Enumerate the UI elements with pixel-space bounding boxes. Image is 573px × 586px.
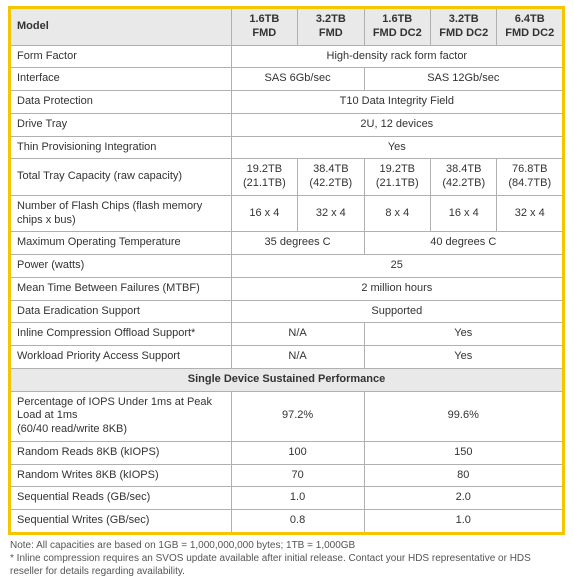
row-label: Data Protection xyxy=(10,91,232,114)
table-row: Total Tray Capacity (raw capacity)19.2TB… xyxy=(10,159,564,196)
row-label: Maximum Operating Temperature xyxy=(10,232,232,255)
row-label: Drive Tray xyxy=(10,113,232,136)
row-label: Total Tray Capacity (raw capacity) xyxy=(10,159,232,196)
table-row: Form FactorHigh-density rack form factor xyxy=(10,45,564,68)
cell: 80 xyxy=(364,464,563,487)
cell: 38.4TB(42.2TB) xyxy=(298,159,364,196)
cell: 2.0 xyxy=(364,487,563,510)
cell: Yes xyxy=(364,323,563,346)
cell: 150 xyxy=(364,441,563,464)
row-label: Mean Time Between Failures (MTBF) xyxy=(10,277,232,300)
row-label: Interface xyxy=(10,68,232,91)
cell: 99.6% xyxy=(364,391,563,441)
header-col: 1.6TBFMD DC2 xyxy=(364,8,430,46)
table-row: Maximum Operating Temperature35 degrees … xyxy=(10,232,564,255)
section-row: Single Device Sustained Performance xyxy=(10,368,564,391)
row-label: Random Writes 8KB (kIOPS) xyxy=(10,464,232,487)
header-col: 1.6TBFMD xyxy=(231,8,297,46)
spec-table: Model1.6TBFMD3.2TBFMD1.6TBFMD DC23.2TBFM… xyxy=(8,6,565,535)
row-label: Random Reads 8KB (kIOPS) xyxy=(10,441,232,464)
row-label: Sequential Writes (GB/sec) xyxy=(10,510,232,534)
table-row: Data ProtectionT10 Data Integrity Field xyxy=(10,91,564,114)
table-row: Workload Priority Access SupportN/AYes xyxy=(10,346,564,369)
row-label: Power (watts) xyxy=(10,255,232,278)
cell: T10 Data Integrity Field xyxy=(231,91,563,114)
cell: 1.0 xyxy=(231,487,364,510)
cell: N/A xyxy=(231,323,364,346)
footnotes: Note: All capacities are based on 1GB = … xyxy=(8,535,565,586)
row-label: Thin Provisioning Integration xyxy=(10,136,232,159)
section-title: Single Device Sustained Performance xyxy=(10,368,564,391)
cell: 38.4TB(42.2TB) xyxy=(431,159,497,196)
cell: 16 x 4 xyxy=(231,195,297,232)
cell: 2 million hours xyxy=(231,277,563,300)
cell: 100 xyxy=(231,441,364,464)
table-body: Form FactorHigh-density rack form factor… xyxy=(10,45,564,533)
row-label: Sequential Reads (GB/sec) xyxy=(10,487,232,510)
header-row: Model1.6TBFMD3.2TBFMD1.6TBFMD DC23.2TBFM… xyxy=(10,8,564,46)
table-row: Mean Time Between Failures (MTBF)2 milli… xyxy=(10,277,564,300)
header-col: 3.2TBFMD xyxy=(298,8,364,46)
cell: 76.8TB(84.7TB) xyxy=(497,159,564,196)
row-label: Form Factor xyxy=(10,45,232,68)
header-col: 6.4TBFMD DC2 xyxy=(497,8,564,46)
table-row: Data Eradication SupportSupported xyxy=(10,300,564,323)
cell: 35 degrees C xyxy=(231,232,364,255)
cell: 32 x 4 xyxy=(497,195,564,232)
cell: 16 x 4 xyxy=(431,195,497,232)
footnote-line: Note: All capacities are based on 1GB = … xyxy=(10,539,563,552)
row-label: Workload Priority Access Support xyxy=(10,346,232,369)
cell: 2U, 12 devices xyxy=(231,113,563,136)
header-model-label: Model xyxy=(10,8,232,46)
cell: 8 x 4 xyxy=(364,195,430,232)
cell: 97.2% xyxy=(231,391,364,441)
cell: 32 x 4 xyxy=(298,195,364,232)
table-row: Sequential Writes (GB/sec)0.81.0 xyxy=(10,510,564,534)
cell: 19.2TB(21.1TB) xyxy=(364,159,430,196)
cell: 0.8 xyxy=(231,510,364,534)
header-col: 3.2TBFMD DC2 xyxy=(431,8,497,46)
table-row: Number of Flash Chips (flash memory chip… xyxy=(10,195,564,232)
cell: Supported xyxy=(231,300,563,323)
table-row: Inline Compression Offload Support*N/AYe… xyxy=(10,323,564,346)
table-row: Sequential Reads (GB/sec)1.02.0 xyxy=(10,487,564,510)
footnote-line: * Inline compression requires an SVOS up… xyxy=(10,552,563,578)
row-label: Data Eradication Support xyxy=(10,300,232,323)
table-row: Power (watts)25 xyxy=(10,255,564,278)
cell: 70 xyxy=(231,464,364,487)
cell: Yes xyxy=(231,136,563,159)
cell: SAS 6Gb/sec xyxy=(231,68,364,91)
cell: Yes xyxy=(364,346,563,369)
row-label: Percentage of IOPS Under 1ms at Peak Loa… xyxy=(10,391,232,441)
cell: 19.2TB(21.1TB) xyxy=(231,159,297,196)
cell: 25 xyxy=(231,255,563,278)
cell: N/A xyxy=(231,346,364,369)
row-label: Inline Compression Offload Support* xyxy=(10,323,232,346)
row-label: Number of Flash Chips (flash memory chip… xyxy=(10,195,232,232)
table-row: InterfaceSAS 6Gb/secSAS 12Gb/sec xyxy=(10,68,564,91)
cell: 1.0 xyxy=(364,510,563,534)
cell: High-density rack form factor xyxy=(231,45,563,68)
table-row: Random Writes 8KB (kIOPS)7080 xyxy=(10,464,564,487)
table-row: Percentage of IOPS Under 1ms at Peak Loa… xyxy=(10,391,564,441)
table-row: Random Reads 8KB (kIOPS)100150 xyxy=(10,441,564,464)
table-row: Thin Provisioning IntegrationYes xyxy=(10,136,564,159)
cell: SAS 12Gb/sec xyxy=(364,68,563,91)
cell: 40 degrees C xyxy=(364,232,563,255)
table-row: Drive Tray2U, 12 devices xyxy=(10,113,564,136)
